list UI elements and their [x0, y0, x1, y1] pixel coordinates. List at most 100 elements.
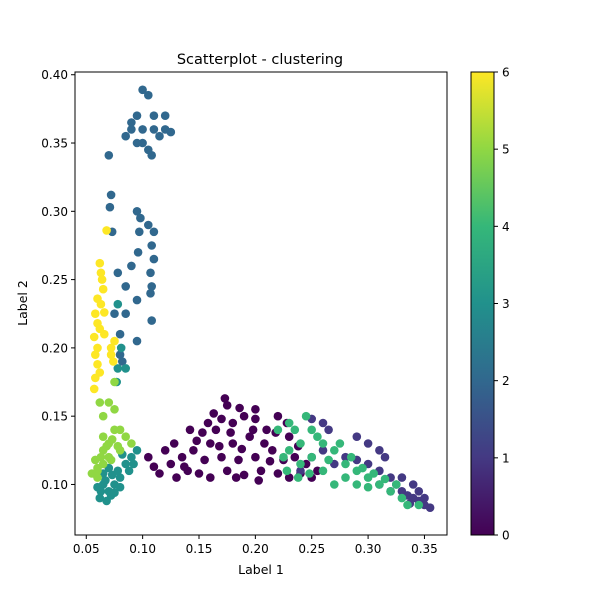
point-cluster-2	[115, 329, 125, 339]
point-cluster-0	[177, 452, 187, 462]
point-cluster-3	[96, 487, 106, 496]
point-cluster-4	[307, 425, 317, 435]
y-tick-label: 0.40	[41, 68, 68, 82]
point-cluster-0	[206, 473, 215, 482]
point-cluster-6	[110, 336, 119, 346]
point-cluster-0	[149, 462, 159, 472]
point-cluster-2	[121, 131, 130, 141]
point-cluster-2	[118, 357, 127, 366]
point-cluster-0	[262, 425, 271, 435]
point-cluster-0	[206, 439, 215, 448]
point-cluster-6	[96, 299, 106, 309]
x-tick-label: 0.35	[411, 542, 438, 556]
point-cluster-1	[363, 439, 373, 448]
point-cluster-0	[144, 452, 153, 462]
point-cluster-0	[203, 418, 213, 428]
point-cluster-4	[293, 473, 303, 482]
point-cluster-0	[228, 439, 238, 448]
point-cluster-0	[273, 411, 283, 421]
point-cluster-6	[91, 309, 100, 319]
point-cluster-2	[138, 138, 147, 148]
point-cluster-0	[251, 405, 260, 414]
point-cluster-5	[127, 439, 136, 448]
point-cluster-3	[124, 466, 134, 476]
point-cluster-1	[420, 493, 429, 503]
point-cluster-6	[102, 226, 111, 235]
point-cluster-4	[296, 459, 305, 469]
point-cluster-1	[397, 473, 407, 482]
point-cluster-2	[147, 151, 156, 160]
point-cluster-0	[198, 428, 207, 437]
point-cluster-4	[341, 473, 350, 482]
point-cluster-4	[369, 469, 379, 478]
point-cluster-0	[222, 466, 232, 476]
point-cluster-2	[113, 268, 123, 278]
point-cluster-4	[290, 425, 300, 435]
point-cluster-4	[273, 425, 283, 435]
point-cluster-4	[318, 466, 328, 476]
x-tick-label: 0.30	[355, 542, 382, 556]
colorbar-gradient	[471, 72, 494, 535]
point-cluster-4	[284, 446, 294, 455]
point-cluster-3	[113, 299, 123, 309]
point-cluster-3	[110, 488, 119, 498]
point-cluster-0	[189, 446, 198, 455]
point-cluster-1	[296, 466, 305, 476]
y-tick-label: 0.20	[41, 341, 68, 355]
point-cluster-2	[121, 309, 130, 319]
point-cluster-5	[107, 435, 117, 444]
point-cluster-6	[96, 268, 106, 278]
point-cluster-2	[127, 118, 136, 127]
point-cluster-4	[414, 500, 424, 510]
point-cluster-0	[251, 452, 260, 462]
colorbar: 0 1 2 3 4 5 6	[470, 66, 510, 543]
point-cluster-2	[105, 202, 115, 212]
scatter-points	[87, 85, 435, 512]
y-tick-label: 0.15	[41, 410, 68, 424]
point-cluster-2	[166, 127, 176, 137]
point-cluster-5	[110, 377, 119, 387]
point-cluster-2	[104, 151, 114, 160]
point-cluster-1	[408, 480, 418, 489]
point-cluster-4	[324, 455, 333, 465]
point-cluster-0	[254, 476, 263, 485]
point-cluster-1	[324, 425, 333, 435]
point-cluster-6	[106, 343, 116, 353]
point-cluster-4	[403, 500, 412, 510]
y-tick-label: 0.25	[41, 273, 68, 287]
point-cluster-0	[237, 444, 247, 454]
point-cluster-2	[149, 254, 159, 264]
colorbar-tick-label: 2	[502, 374, 510, 388]
point-cluster-2	[155, 131, 164, 141]
point-cluster-4	[330, 446, 339, 455]
point-cluster-4	[301, 411, 311, 421]
point-cluster-4	[386, 487, 395, 496]
point-cluster-0	[160, 446, 170, 455]
point-cluster-0	[192, 436, 201, 446]
point-cluster-5	[104, 398, 114, 407]
point-cluster-3	[101, 476, 110, 485]
point-cluster-3	[95, 493, 105, 503]
point-cluster-2	[127, 261, 136, 271]
point-cluster-5	[110, 405, 119, 414]
point-cluster-2	[147, 316, 156, 325]
point-cluster-0	[215, 441, 224, 451]
y-axis: 0.10 0.15 0.20 0.25 0.30 0.35 0.40	[41, 68, 75, 492]
point-cluster-5	[93, 463, 102, 473]
point-cluster-0	[172, 473, 181, 482]
point-cluster-4	[307, 452, 317, 462]
point-cluster-1	[375, 446, 384, 455]
point-cluster-2	[147, 282, 156, 291]
point-cluster-2	[132, 111, 142, 120]
point-cluster-2	[138, 85, 147, 95]
point-cluster-0	[211, 425, 221, 435]
x-axis: 0.05 0.10 0.15 0.20 0.25 0.30 0.35	[73, 535, 438, 556]
point-cluster-5	[106, 455, 116, 465]
point-cluster-5	[113, 441, 123, 451]
x-tick-label: 0.25	[298, 542, 325, 556]
point-cluster-0	[265, 456, 275, 466]
point-cluster-6	[100, 308, 109, 317]
point-cluster-3	[129, 459, 138, 469]
point-cluster-6	[89, 332, 99, 342]
colorbar-tick-label: 6	[502, 66, 510, 80]
